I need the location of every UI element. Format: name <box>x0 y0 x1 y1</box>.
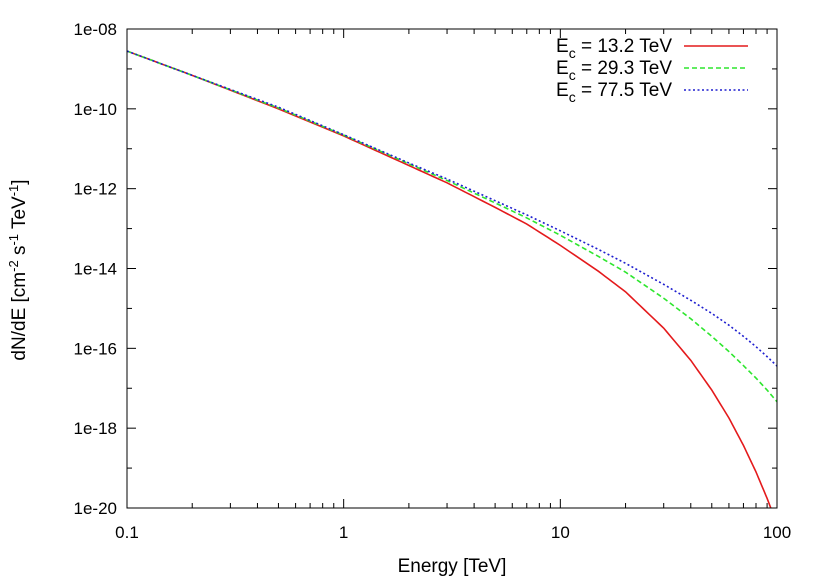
y-axis-label: dN/dE [cm-2 s-1 TeV-1] <box>6 179 30 360</box>
legend-label-symbol: E <box>556 80 569 101</box>
legend-label: Ec = 29.3 TeV <box>556 58 672 83</box>
axis-tick-labels: 0.1 1 10 100 1e-20 1e-18 1e-16 1e-14 1e-12 1e-10 1… <box>74 20 792 542</box>
y-tick-label: 1e-14 <box>74 260 117 279</box>
legend-label-value: = 29.3 TeV <box>576 58 673 79</box>
y-axis-label-end: ] <box>9 179 30 184</box>
legend-entry-2: Ec = 29.3 TeV <box>556 58 748 83</box>
legend-label-value: = 13.2 TeV <box>576 36 673 57</box>
legend-label: Ec = 13.2 TeV <box>556 36 672 61</box>
legend-label-value: = 77.5 TeV <box>576 80 673 101</box>
y-tick-label: 1e-20 <box>74 499 117 518</box>
axis-ticks <box>126 28 778 509</box>
series-line-2 <box>127 50 777 403</box>
legend-label-symbol: E <box>556 58 569 79</box>
y-axis-label-base: dN/dE [cm <box>9 272 30 361</box>
legend-entry-3: Ec = 77.5 TeV <box>556 80 748 105</box>
legend-label-subscript: c <box>569 45 576 61</box>
legend-entry-1: Ec = 13.2 TeV <box>556 36 748 61</box>
series-line-3 <box>127 50 777 367</box>
y-axis-label-sup-s: -1 <box>6 234 21 246</box>
x-tick-label: 1 <box>339 523 348 542</box>
y-tick-label: 1e-12 <box>74 180 117 199</box>
y-axis-label-tev: TeV <box>9 196 30 234</box>
x-tick-label: 0.1 <box>115 523 139 542</box>
y-tick-label: 1e-08 <box>74 20 117 39</box>
legend-label-subscript: c <box>569 89 576 105</box>
x-axis-label: Energy [TeV] <box>398 556 507 577</box>
y-tick-label: 1e-16 <box>74 339 117 358</box>
legend-label-subscript: c <box>569 67 576 83</box>
y-axis-label-sup-cm: -2 <box>6 260 21 272</box>
legend-label-symbol: E <box>556 36 569 57</box>
x-tick-label: 100 <box>763 523 791 542</box>
series-layer <box>127 50 777 508</box>
y-axis-label-sup-tev: -1 <box>6 185 21 197</box>
y-tick-label: 1e-10 <box>74 100 117 119</box>
y-tick-label: 1e-18 <box>74 419 117 438</box>
y-axis-label-s: s <box>9 246 30 261</box>
x-tick-label: 10 <box>551 523 570 542</box>
legend-label: Ec = 77.5 TeV <box>556 80 672 105</box>
